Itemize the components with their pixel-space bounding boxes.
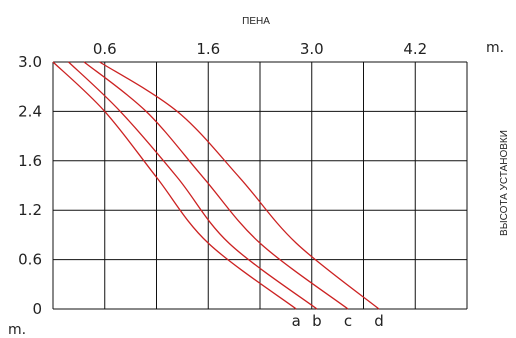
x-tick-label: 0.6	[93, 40, 117, 58]
y-tick-label: 2.4	[18, 102, 42, 120]
curve-c	[83, 61, 349, 310]
curve-label-c: c	[344, 312, 352, 330]
grid	[52, 61, 468, 310]
y-tick-label: 0.6	[18, 251, 42, 269]
y-unit-label: m.	[8, 322, 26, 338]
chart-title: ПЕНА	[242, 16, 270, 27]
x-tick-label: 1.6	[196, 40, 220, 58]
curve-b	[68, 61, 318, 310]
curve-label-b: b	[312, 312, 322, 330]
y-tick-label: 1.6	[18, 152, 42, 170]
y-tick-label: 1.2	[18, 201, 42, 219]
x-unit-label: m.	[486, 40, 504, 56]
curve-d	[99, 61, 380, 310]
y-tick-label: 3.0	[18, 53, 42, 71]
y-tick-label: 0	[32, 300, 42, 318]
curve-label-d: d	[374, 312, 384, 330]
curve-a	[52, 61, 297, 310]
y-axis-label: ВЫСОТА УСТАНОВКИ	[499, 130, 510, 236]
x-tick-label: 4.2	[403, 40, 427, 58]
tick-labels: 0.6 1.6 3.0 4.2 3.0 2.4 1.6 1.2 0.6 0 a b c d	[18, 40, 427, 330]
curve-label-a: a	[292, 312, 301, 330]
x-tick-label: 3.0	[300, 40, 324, 58]
curves	[52, 61, 380, 310]
